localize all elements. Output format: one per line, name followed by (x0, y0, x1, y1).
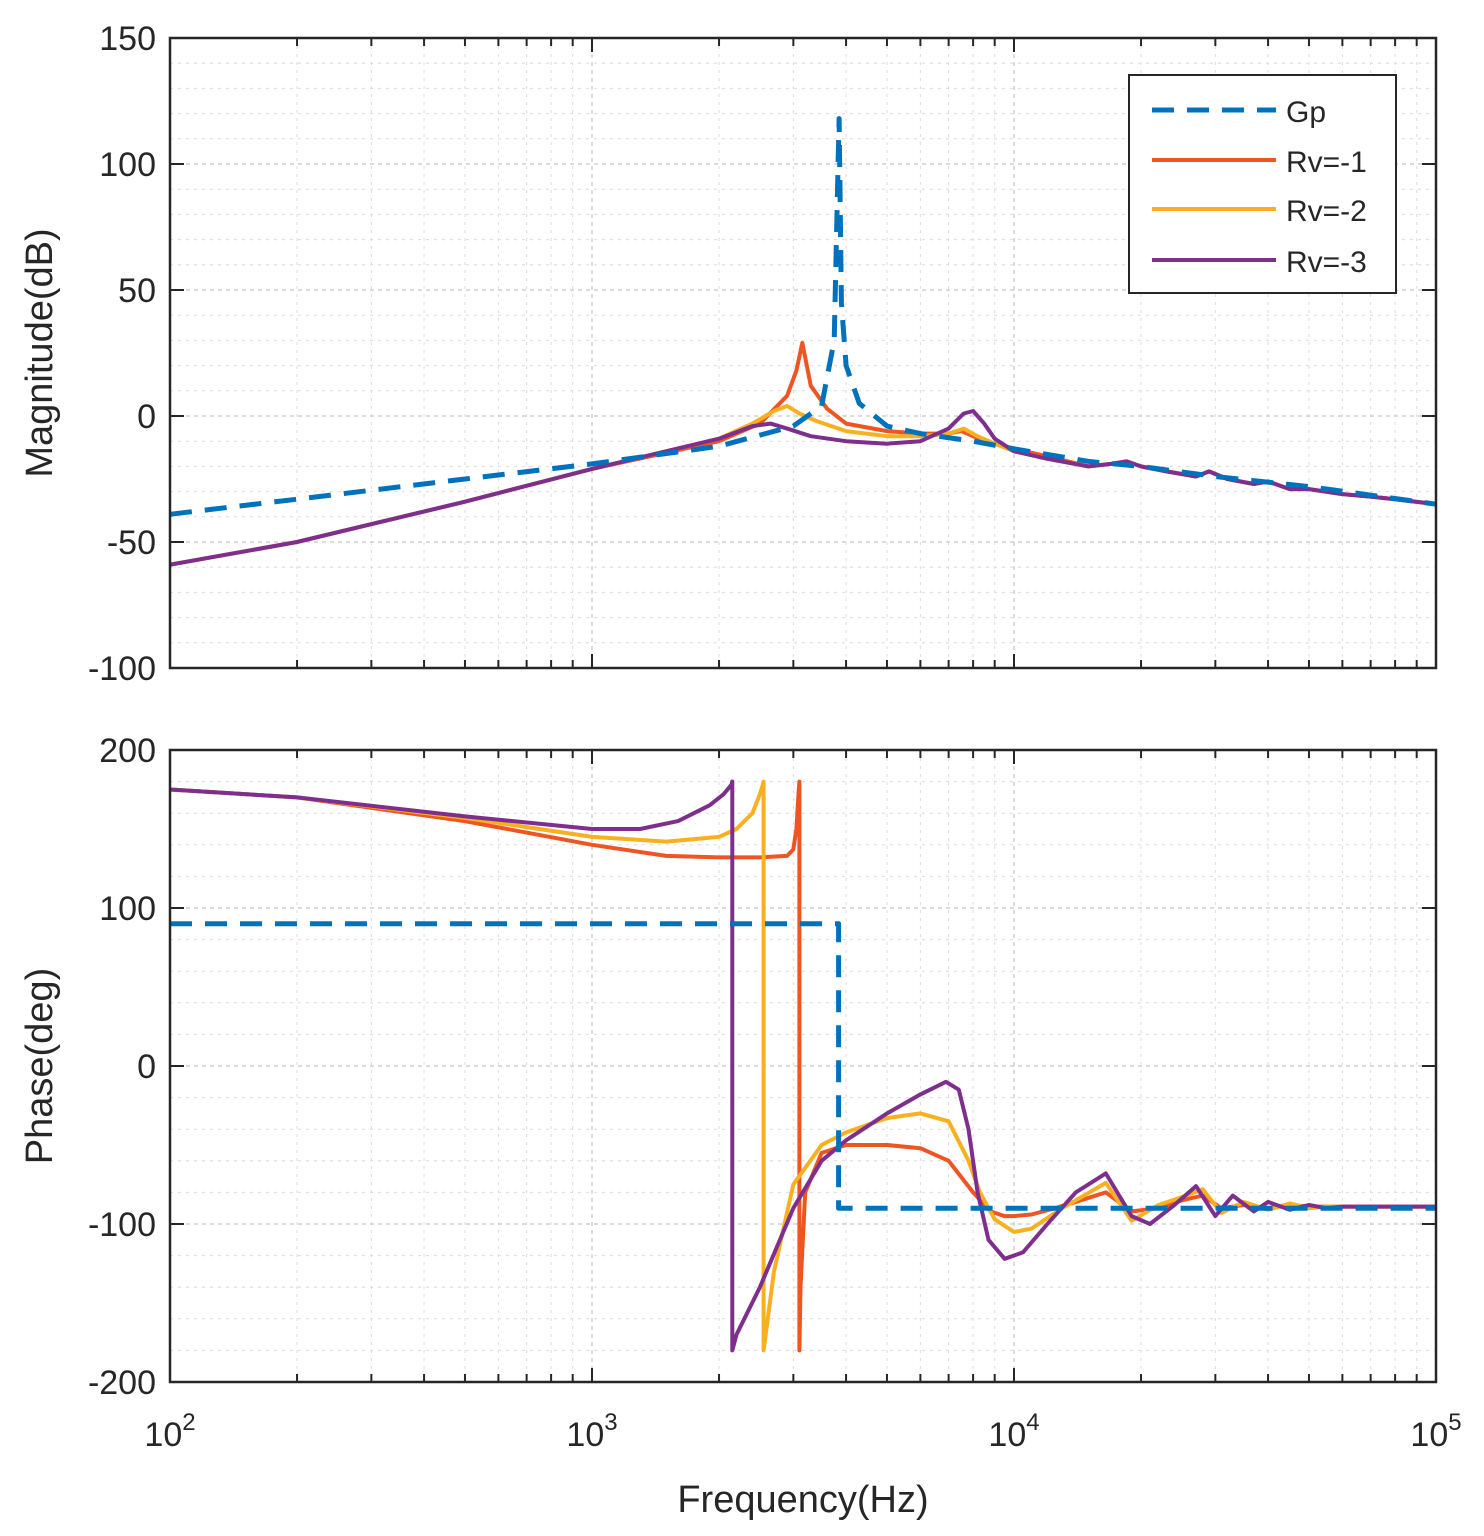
phase-grid (170, 750, 1436, 1382)
x-tick-label: 105 (1410, 1409, 1461, 1454)
mag-ytick-label: 100 (99, 146, 156, 184)
x-tick-label: 103 (566, 1409, 617, 1454)
phase-ytick-label: 0 (137, 1048, 156, 1086)
x-tick-label-exponent: 3 (604, 1409, 617, 1436)
mag-ytick-label: 50 (118, 272, 156, 310)
phase-axes-frame (168, 748, 1438, 1384)
x-tick-label-base: 10 (988, 1416, 1026, 1454)
legend-label-rv1: Rv=-1 (1286, 146, 1367, 179)
phase-ytick-label: -100 (88, 1206, 156, 1244)
x-tick-label: 102 (144, 1409, 195, 1454)
phase-ytick-label: 100 (99, 890, 156, 928)
magnitude-y-tick-labels: -100 -50 0 50 100 150 (88, 20, 156, 688)
mag-ytick-label: 150 (99, 20, 156, 58)
phase-ytick-label: 200 (99, 732, 156, 770)
legend: Gp Rv=-1 Rv=-2 Rv=-3 (1128, 74, 1397, 294)
x-tick-label-base: 10 (144, 1416, 182, 1454)
magnitude-plot: -100 -50 0 50 100 150 Magnitude(dB) Gp Rv=-1 … (19, 20, 1438, 688)
magnitude-axes-frame (168, 36, 1438, 670)
mag-series-gp (169, 116, 1437, 517)
x-tick-label: 104 (988, 1409, 1039, 1454)
magnitude-y-axis-label: Magnitude(dB) (19, 228, 61, 477)
x-axis-label: Frequency(Hz) (677, 1479, 928, 1521)
magnitude-grid (170, 38, 1436, 668)
legend-label-rv3: Rv=-3 (1286, 246, 1367, 279)
mag-ytick-label: -50 (107, 524, 156, 562)
phase-y-axis-label: Phase(deg) (19, 968, 61, 1164)
mag-ytick-label: 0 (137, 398, 156, 436)
legend-label-gp: Gp (1286, 96, 1326, 129)
phase-series-gp (170, 921, 1436, 1211)
mag-ytick-label: -100 (88, 650, 156, 688)
phase-series-rv-2 (169, 779, 1436, 1353)
magnitude-series (169, 116, 1437, 567)
x-tick-label-base: 10 (566, 1416, 604, 1454)
phase-series (169, 779, 1436, 1353)
x-tick-label-exponent: 4 (1026, 1409, 1039, 1436)
legend-label-rv2: Rv=-2 (1286, 195, 1367, 228)
phase-ytick-label: -200 (88, 1364, 156, 1402)
x-tick-label-base: 10 (1410, 1416, 1448, 1454)
phase-series-rv-3 (169, 779, 1436, 1353)
x-tick-label-exponent: 2 (182, 1409, 195, 1436)
phase-y-tick-labels: -200 -100 0 100 200 (88, 732, 156, 1402)
x-tick-labels: 102 103 104 105 (144, 1409, 1461, 1454)
x-tick-label-exponent: 5 (1448, 1409, 1461, 1436)
